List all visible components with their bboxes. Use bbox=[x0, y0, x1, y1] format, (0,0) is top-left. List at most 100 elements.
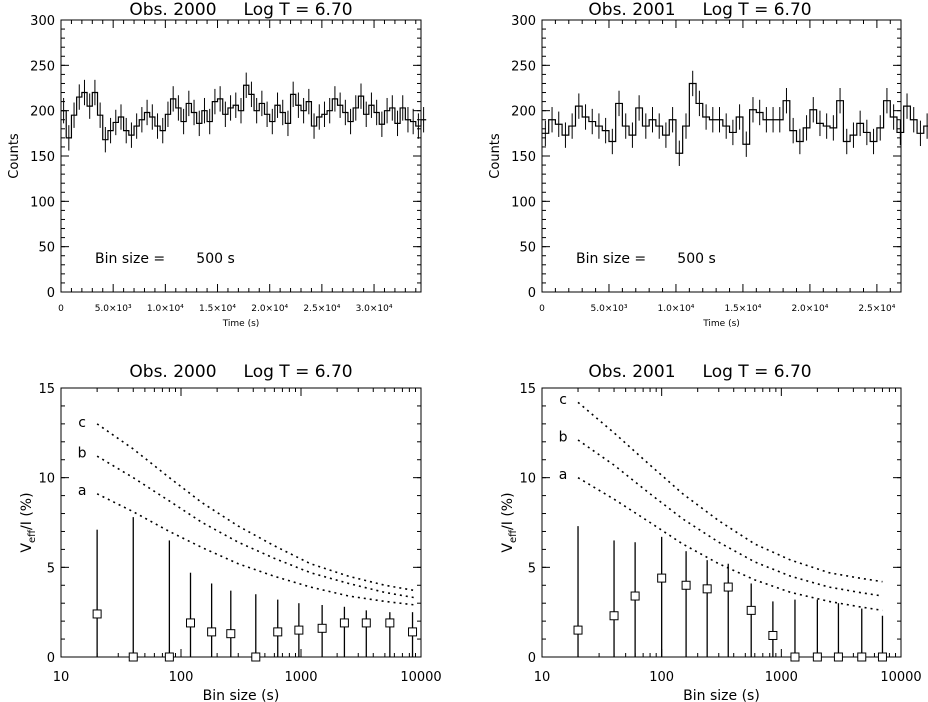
y-label-main: V bbox=[19, 543, 35, 553]
data-point bbox=[226, 629, 236, 639]
x-tick-label: 1.0×10⁴ bbox=[657, 304, 694, 314]
y-label-sub: eff bbox=[508, 529, 519, 543]
curve-c bbox=[577, 401, 883, 583]
x-tick-label: 1.0×10⁴ bbox=[147, 304, 184, 314]
y-tick-label: 15 bbox=[38, 382, 55, 397]
data-point bbox=[361, 618, 371, 628]
x-axis-label: Bin size (s) bbox=[683, 688, 760, 702]
x-tick-label: 10000 bbox=[400, 670, 441, 685]
light-curve bbox=[542, 82, 928, 154]
data-point bbox=[857, 652, 867, 662]
data-point bbox=[812, 652, 822, 662]
y-tick-label: 250 bbox=[511, 59, 536, 74]
x-tick-label: 3.0×10⁴ bbox=[356, 304, 393, 314]
x-tick-label: 10 bbox=[534, 670, 551, 685]
data-points bbox=[92, 517, 418, 662]
data-point bbox=[723, 582, 733, 592]
y-tick-label: 50 bbox=[519, 241, 536, 256]
data-point bbox=[573, 625, 583, 635]
data-point bbox=[207, 627, 217, 637]
y-tick-label: 5 bbox=[47, 561, 55, 576]
x-axis-label: Time (s) bbox=[222, 319, 260, 329]
x-axis-label: Time (s) bbox=[702, 319, 740, 329]
curve-b bbox=[96, 455, 416, 599]
y-axis: 0 5 10 15 bbox=[519, 382, 901, 666]
y-tick-label: 10 bbox=[38, 472, 55, 487]
x-tick-label: 100 bbox=[169, 670, 194, 685]
data-point bbox=[128, 652, 138, 662]
x-axis: 0 5.0×10³ 1.0×10⁴ 1.5×10⁴ 2.0×10⁴ 2.5×10⁴ bbox=[539, 20, 896, 314]
y-axis: 0 5 10 15 bbox=[38, 382, 421, 666]
y-axis-label: Veff/I (%) bbox=[19, 492, 38, 552]
x-tick-label: 2.5×10⁴ bbox=[303, 304, 340, 314]
data-point bbox=[251, 652, 261, 662]
data-point bbox=[92, 609, 102, 619]
y-tick-label: 0 bbox=[528, 651, 536, 666]
y-label-rest: /I (%) bbox=[19, 492, 35, 530]
x-axis-label: Bin size (s) bbox=[203, 688, 280, 702]
data-point bbox=[657, 573, 667, 583]
chart-title: Obs. 2000 Log T = 6.70 bbox=[129, 362, 352, 382]
chart-title: Obs. 2000 Log T = 6.70 bbox=[129, 0, 352, 20]
y-tick-label: 0 bbox=[528, 286, 536, 301]
x-tick-label: 2.5×10⁴ bbox=[858, 304, 895, 314]
error-bars bbox=[63, 72, 425, 153]
curve-label-a: a bbox=[78, 483, 87, 499]
data-points bbox=[573, 526, 887, 662]
data-point bbox=[186, 618, 196, 628]
curve-label-c: c bbox=[78, 415, 86, 431]
error-bars bbox=[544, 70, 928, 166]
x-tick-label: 2.0×10⁴ bbox=[251, 304, 288, 314]
plot-frame bbox=[541, 387, 902, 658]
x-tick-label: 5.0×10³ bbox=[591, 304, 628, 314]
data-point bbox=[702, 584, 712, 594]
data-point bbox=[317, 623, 327, 633]
data-point bbox=[833, 652, 843, 662]
chart-title: Obs. 2001 Log T = 6.70 bbox=[588, 362, 811, 382]
data-point bbox=[164, 652, 174, 662]
x-axis: 0 5.0×10³ 1.0×10⁴ 1.5×10⁴ 2.0×10⁴ 2.5×10⁴ 3.0×… bbox=[58, 20, 417, 314]
x-tick-label: 1.5×10⁴ bbox=[199, 304, 236, 314]
plot-frame bbox=[60, 387, 422, 658]
y-tick-label: 150 bbox=[511, 150, 536, 165]
panel-top-left: Obs. 2000 Log T = 6.70 0 5.0×10³ 1.0×10⁴ 1.5… bbox=[7, 0, 427, 329]
x-tick-label: 10 bbox=[53, 670, 70, 685]
x-tick-label: 0 bbox=[58, 304, 64, 314]
x-tick-label: 10000 bbox=[880, 670, 921, 685]
y-axis-label: Veff/I (%) bbox=[500, 492, 519, 552]
y-tick-label: 10 bbox=[519, 472, 536, 487]
y-tick-label: 250 bbox=[30, 59, 55, 74]
y-tick-label: 50 bbox=[38, 241, 55, 256]
panel-top-right: Obs. 2001 Log T = 6.70 0 5.0×10³ 1.0×10⁴ 1.5… bbox=[488, 0, 928, 329]
data-point bbox=[294, 625, 304, 635]
x-axis: 10 100 1000 10000 bbox=[534, 388, 922, 685]
x-tick-label: 1000 bbox=[765, 670, 798, 685]
curve-b bbox=[577, 439, 883, 597]
y-label-sub: eff bbox=[27, 529, 38, 543]
y-label-main: V bbox=[500, 543, 516, 553]
y-tick-label: 15 bbox=[519, 382, 536, 397]
y-axis: 0 50 100 150 200 250 300 bbox=[30, 14, 421, 301]
y-tick-label: 200 bbox=[511, 105, 536, 120]
data-point bbox=[630, 591, 640, 601]
x-tick-label: 5.0×10³ bbox=[95, 304, 132, 314]
x-tick-label: 1000 bbox=[284, 670, 317, 685]
y-tick-label: 0 bbox=[47, 286, 55, 301]
data-point bbox=[339, 618, 349, 628]
y-tick-label: 150 bbox=[30, 150, 55, 165]
y-tick-label: 300 bbox=[511, 14, 536, 29]
y-axis: 0 50 100 150 200 250 300 bbox=[511, 14, 901, 301]
data-point bbox=[877, 652, 887, 662]
y-tick-label: 0 bbox=[47, 651, 55, 666]
curve-label-b: b bbox=[78, 446, 87, 462]
panel-bottom-left: Obs. 2000 Log T = 6.70 10 100 1000 10000 0 5 10… bbox=[19, 362, 442, 702]
curve-label-b: b bbox=[559, 429, 568, 445]
x-tick-label: 1.5×10⁴ bbox=[724, 304, 761, 314]
data-point bbox=[746, 605, 756, 615]
x-tick-label: 2.0×10⁴ bbox=[791, 304, 828, 314]
data-point bbox=[408, 627, 418, 637]
y-tick-label: 100 bbox=[30, 195, 55, 210]
y-label-rest: /I (%) bbox=[500, 492, 516, 530]
y-tick-label: 200 bbox=[30, 105, 55, 120]
